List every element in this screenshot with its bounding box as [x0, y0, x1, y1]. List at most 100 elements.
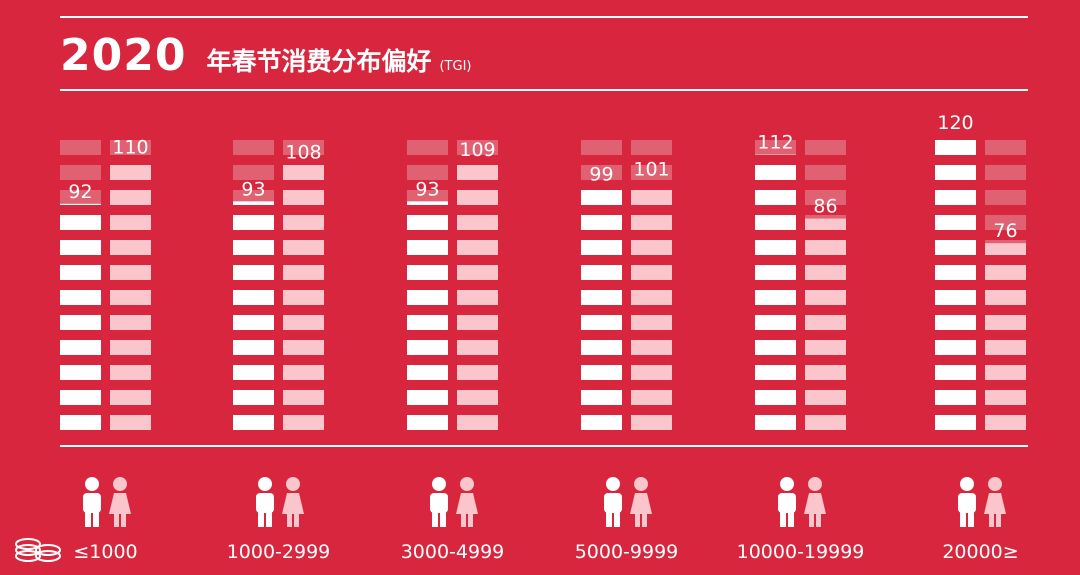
bar-segment — [581, 240, 622, 255]
bar-segment — [935, 315, 976, 330]
category-label: 5000-9999 — [574, 541, 679, 563]
bar-female — [283, 165, 324, 430]
bar-segment — [233, 215, 274, 230]
bar-segment — [233, 390, 274, 405]
bar-segment — [631, 215, 672, 230]
gender-icon-pair — [423, 476, 483, 528]
bar-segment — [631, 240, 672, 255]
data-label: 110 — [112, 137, 148, 159]
bar-segment — [233, 365, 274, 380]
bar-segment — [755, 415, 796, 430]
bar-segment — [581, 290, 622, 305]
bar-segment — [631, 365, 672, 380]
bar-segment — [457, 190, 498, 205]
bar-segment — [805, 340, 846, 355]
bar-segment — [581, 265, 622, 280]
male-person-icon — [255, 477, 274, 527]
bar-track-segment — [60, 165, 101, 180]
bar-track-segment — [407, 165, 448, 180]
bar-segment — [110, 215, 151, 230]
bar-segment — [110, 340, 151, 355]
category-label: 10000-19999 — [736, 541, 865, 563]
bar-segment — [283, 415, 324, 430]
data-label: 101 — [633, 159, 669, 181]
bar-segment — [60, 203, 101, 205]
bar-segment — [457, 290, 498, 305]
bar-segment — [935, 265, 976, 280]
bar-segment — [581, 315, 622, 330]
bar-segment — [60, 215, 101, 230]
data-label: 109 — [459, 139, 495, 161]
bar-segment — [581, 190, 622, 205]
bar-segment — [935, 340, 976, 355]
bar-segment — [60, 390, 101, 405]
bar-track-segment — [457, 140, 498, 155]
bar-segment — [457, 315, 498, 330]
bar-segment — [805, 218, 846, 230]
bar-segment — [407, 240, 448, 255]
bar-segment — [407, 390, 448, 405]
bar-segment — [283, 315, 324, 330]
bar-segment — [805, 365, 846, 380]
bar-segment — [985, 415, 1026, 430]
bar-segment — [985, 315, 1026, 330]
bar-track-segment — [581, 140, 622, 155]
female-person-icon — [983, 477, 1006, 527]
bar-segment — [233, 340, 274, 355]
male-person-icon — [777, 477, 796, 527]
bar-segment — [805, 390, 846, 405]
bar-segment — [755, 390, 796, 405]
bar-segment — [755, 240, 796, 255]
bar-segment — [110, 365, 151, 380]
bar-segment — [755, 290, 796, 305]
bar-segment — [631, 390, 672, 405]
bar-track-segment — [805, 140, 846, 155]
bar-segment — [233, 240, 274, 255]
bar-segment — [233, 315, 274, 330]
bar-segment — [60, 240, 101, 255]
data-label: 93 — [415, 178, 439, 200]
bar-male — [935, 140, 976, 430]
gender-icon-pair — [951, 476, 1011, 528]
female-person-icon — [803, 477, 826, 527]
bar-segment — [457, 240, 498, 255]
bar-segment — [985, 265, 1026, 280]
bar-segment — [407, 415, 448, 430]
bar-segment — [631, 415, 672, 430]
bar-segment — [407, 265, 448, 280]
bar-segment — [935, 140, 976, 155]
bar-segment — [110, 415, 151, 430]
bar-segment — [985, 390, 1026, 405]
bar-male — [233, 201, 274, 430]
bar-segment — [283, 165, 324, 180]
bar-track-segment — [407, 140, 448, 155]
chart-subtitle: (TGI) — [439, 59, 472, 74]
bar-track-segment — [985, 215, 1026, 230]
chart-title: 年春节消费分布偏好 — [206, 47, 432, 76]
bar-segment — [110, 240, 151, 255]
bar-segment — [407, 201, 448, 205]
bar-segment — [457, 340, 498, 355]
bar-segment — [407, 315, 448, 330]
bar-segment — [581, 390, 622, 405]
bar-segment — [985, 365, 1026, 380]
bar-male — [755, 154, 796, 430]
bar-track-segment — [60, 140, 101, 155]
chart-header: 2020 年春节消费分布偏好 (TGI) — [60, 30, 471, 82]
bar-track-segment — [631, 165, 672, 180]
bar-segment — [581, 365, 622, 380]
bar-segment — [755, 190, 796, 205]
bar-male — [60, 203, 101, 430]
bar-segment — [985, 340, 1026, 355]
bar-track-segment — [60, 190, 101, 205]
male-person-icon — [82, 477, 101, 527]
male-person-icon — [957, 477, 976, 527]
bar-segment — [283, 365, 324, 380]
bar-male — [407, 201, 448, 430]
bar-segment — [407, 365, 448, 380]
bar-segment — [457, 365, 498, 380]
bar-segment — [631, 340, 672, 355]
data-label: 92 — [68, 181, 92, 203]
bar-segment — [631, 290, 672, 305]
bar-segment — [935, 215, 976, 230]
